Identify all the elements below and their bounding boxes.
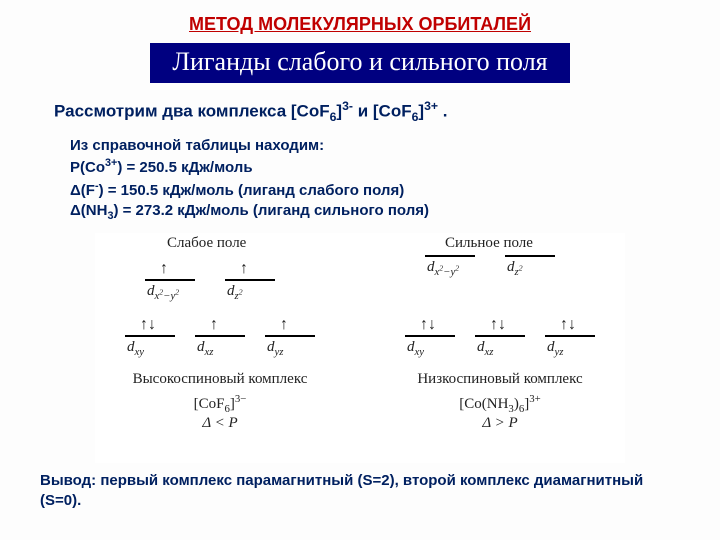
energy-level xyxy=(545,335,595,337)
orbital-diagram: Слабое поле Сильное поле Высокоспиновый … xyxy=(95,233,625,463)
orbital-label: dyz xyxy=(267,339,284,358)
subtitle-bar: Лиганды слабого и сильного поля xyxy=(150,43,569,83)
ref-p: P(Co3+) = 250.5 кДж/моль xyxy=(70,156,720,178)
intro-sup1: 3- xyxy=(342,99,353,113)
orbital-label: dxy xyxy=(127,339,144,358)
intro-mid: и [CoF xyxy=(353,102,412,121)
orbital-label: dz2 xyxy=(227,283,243,302)
weak-field-title: Слабое поле xyxy=(167,235,246,252)
orbital-label: dx2−y2 xyxy=(147,283,179,302)
energy-level xyxy=(425,255,475,257)
orbital-label: dx2−y2 xyxy=(427,259,459,278)
orbital-label: dz2 xyxy=(507,259,523,278)
ref-d1: Δ(F-) = 150.5 кДж/моль (лиганд слабого п… xyxy=(70,179,720,201)
electron-spins: ↑ xyxy=(280,317,288,333)
energy-level xyxy=(195,335,245,337)
intro-tail: . xyxy=(438,102,447,121)
d1-tail: ) = 150.5 кДж/моль (лиганд слабого поля) xyxy=(99,182,405,199)
reference-data: Из справочной таблицы находим: P(Co3+) =… xyxy=(70,136,720,223)
orbital-label: dxz xyxy=(477,339,494,358)
strong-complex-type: Низкоспиновый комплекс xyxy=(375,371,625,388)
weak-formula: [CoF6]3− xyxy=(95,393,345,415)
orbital-label: dxy xyxy=(407,339,424,358)
d2-label: Δ(NH xyxy=(70,202,107,219)
p-tail: ) = 250.5 кДж/моль xyxy=(117,159,252,176)
energy-level xyxy=(265,335,315,337)
ref-line1: Из справочной таблицы находим: xyxy=(70,136,720,156)
intro-text: Рассмотрим два комплекса [CoF6]3- и [CoF… xyxy=(54,99,720,124)
intro-sub1: 6 xyxy=(330,110,337,124)
electron-spins: ↑↓ xyxy=(140,317,156,333)
energy-level xyxy=(145,279,195,281)
electron-spins: ↑↓ xyxy=(560,317,576,333)
intro-a: Рассмотрим два комплекса [CoF xyxy=(54,102,330,121)
conclusion: Вывод: первый комплекс парамагнитный (S=… xyxy=(40,471,680,510)
d1-label: Δ(F xyxy=(70,182,95,199)
strong-relation: Δ > P xyxy=(375,415,625,432)
intro-sub2: 6 xyxy=(412,110,419,124)
electron-spins: ↑ xyxy=(240,261,248,277)
strong-formula: [Co(NH3)6]3+ xyxy=(375,393,625,415)
weak-complex-type: Высокоспиновый комплекс xyxy=(95,371,345,388)
energy-level xyxy=(405,335,455,337)
page-title: МЕТОД МОЛЕКУЛЯРНЫХ ОРБИТАЛЕЙ xyxy=(0,0,720,35)
ref-d2: Δ(NH3) = 273.2 кДж/моль (лиганд сильного… xyxy=(70,201,720,224)
intro-sup2: 3+ xyxy=(424,99,438,113)
weak-relation: Δ < P xyxy=(95,415,345,432)
strong-field-title: Сильное поле xyxy=(445,235,533,252)
electron-spins: ↑↓ xyxy=(490,317,506,333)
electron-spins: ↑↓ xyxy=(420,317,436,333)
p-sup: 3+ xyxy=(105,157,117,169)
energy-level xyxy=(225,279,275,281)
d2-tail: ) = 273.2 кДж/моль (лиганд сильного поля… xyxy=(113,202,429,219)
p-label: P(Co xyxy=(70,159,105,176)
energy-level xyxy=(505,255,555,257)
energy-level xyxy=(125,335,175,337)
orbital-label: dxz xyxy=(197,339,214,358)
orbital-label: dyz xyxy=(547,339,564,358)
electron-spins: ↑ xyxy=(210,317,218,333)
energy-level xyxy=(475,335,525,337)
electron-spins: ↑ xyxy=(160,261,168,277)
